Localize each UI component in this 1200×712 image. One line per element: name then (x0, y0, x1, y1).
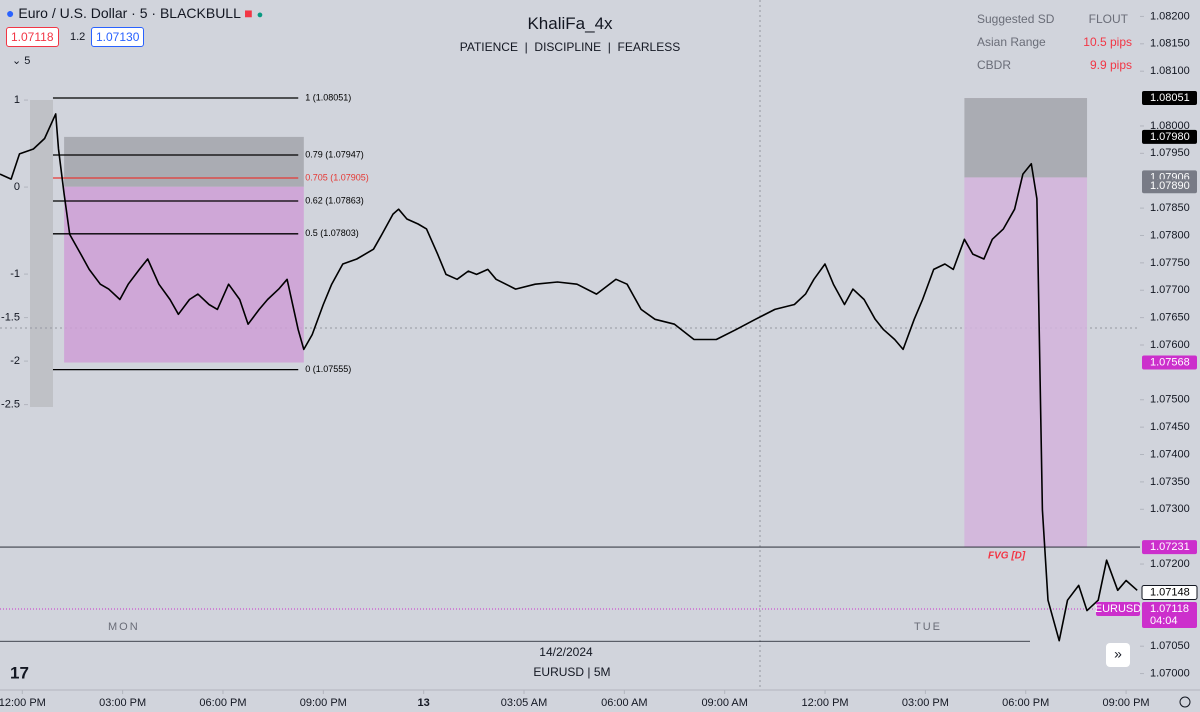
y-tick-label: 1.07500 (1150, 394, 1190, 406)
flag: ● (6, 5, 19, 21)
price-tag (1142, 355, 1197, 370)
fib-scale-bar (30, 100, 53, 407)
info-value: FLOUT (1088, 12, 1128, 26)
y-tick-label: 1.07950 (1150, 147, 1190, 159)
price-tag (1142, 179, 1197, 194)
price-tag-label: 1.07890 (1150, 180, 1190, 192)
price-tag-label: 1.07231 (1150, 541, 1190, 553)
price-tag (1142, 91, 1197, 106)
fib-label: 1 (1.08051) (305, 92, 351, 102)
y-tick-label: 1.07400 (1150, 448, 1190, 460)
price-tag (1141, 585, 1198, 601)
y2-tick-label: -1.5 (1, 311, 20, 323)
zone (64, 186, 304, 363)
y-tick-label: 1.07700 (1150, 284, 1190, 296)
session-label: TUE (914, 621, 942, 633)
y-tick-label: 1.07200 (1150, 558, 1190, 570)
y2-tick-label: 1 (14, 94, 20, 106)
x-tick-label: 12:00 PM (0, 697, 46, 709)
x-tick-label: 06:00 PM (199, 697, 246, 709)
y-tick-label: 1.07050 (1150, 640, 1190, 652)
interval-value: 5 (24, 55, 31, 67)
y-tick-label: 1.07850 (1150, 202, 1190, 214)
y-tick-label: 1.07600 (1150, 339, 1190, 351)
x-tick-label: 03:00 PM (99, 697, 146, 709)
scroll-icon[interactable]: » (1114, 646, 1122, 662)
y2-tick-label: -2 (10, 355, 20, 367)
y-tick-label: 1.07450 (1150, 421, 1190, 433)
info-value: 9.9 pips (1089, 58, 1132, 72)
info-value: 10.5 pips (1083, 35, 1132, 49)
price-tag-label: 1.08051 (1150, 92, 1190, 104)
x-tick-label: 06:00 AM (601, 697, 647, 709)
y2-tick-label: -1 (10, 268, 20, 280)
y-tick-label: 1.07800 (1150, 229, 1190, 241)
y-tick-label: 1.07300 (1150, 503, 1190, 515)
symbol: Euro / U.S. Dollar · 5 · BLACKBULL (18, 5, 241, 21)
x-tick-label: 09:00 PM (1103, 697, 1150, 709)
price-tag-label: 1.07148 (1150, 586, 1190, 598)
x-tick-label: 13 (418, 697, 430, 709)
fvg-label: FVG [D] (988, 551, 1026, 562)
y-tick-label: 1.08150 (1150, 38, 1190, 50)
price-line (0, 113, 1138, 642)
zone (964, 177, 1088, 548)
x-tick-label: 03:05 AM (501, 697, 547, 709)
x-tick-label: 12:00 PM (801, 697, 848, 709)
price-tag-label: 1.07118 (1150, 603, 1189, 615)
watermark-date: 14/2/2024 (539, 645, 593, 659)
info-label: Asian Range (977, 35, 1046, 49)
fib-label: 0 (1.07555) (305, 364, 351, 374)
fib-label: 0.62 (1.07863) (305, 195, 364, 205)
logo: 17 (10, 663, 29, 682)
y2-tick-label: 0 (14, 181, 20, 193)
price-tag-label: 1.07980 (1150, 131, 1190, 143)
x-tick-label: 03:00 PM (902, 697, 949, 709)
watermark-title: KhaliFa_4x (527, 14, 613, 33)
bid-box[interactable]: 1.07118 (6, 27, 59, 47)
y-tick-label: 1.08000 (1150, 120, 1190, 132)
price-tag (1142, 129, 1197, 144)
zone (964, 98, 1088, 178)
watermark-subtitle: PATIENCE | DISCIPLINE | FEARLESS (459, 40, 681, 54)
tv-logo: 17 (10, 663, 29, 682)
price-tag (1142, 601, 1197, 628)
status: ● (256, 9, 264, 21)
price-tag-label: 1.07568 (1150, 356, 1190, 368)
y-tick-label: 1.07000 (1150, 667, 1190, 679)
symbol-title: ● Euro / U.S. Dollar · 5 · BLACKBULL ■ ● (6, 5, 263, 21)
x-tick-label: 09:00 PM (300, 697, 347, 709)
price-tag (1142, 540, 1197, 555)
settings-icon[interactable] (1179, 696, 1191, 708)
info-label: Suggested SD (977, 12, 1055, 26)
scroll-button[interactable] (1106, 643, 1130, 667)
y-tick-label: 1.08200 (1150, 10, 1190, 22)
watermark-symbol: EURUSD | 5M (533, 665, 611, 679)
x-tick-label: 06:00 PM (1002, 697, 1049, 709)
session-label: MON (108, 621, 140, 633)
ask-box[interactable]: 1.07130 (91, 27, 145, 47)
fib-label: 0.705 (1.07905) (305, 172, 369, 182)
y2-tick-label: -2.5 (1, 399, 20, 411)
y-tick-label: 1.07750 (1150, 257, 1190, 269)
symbol-tag-label: EURUSD (1095, 603, 1142, 615)
symbol-tag (1096, 601, 1140, 616)
countdown: 04:04 (1150, 615, 1178, 627)
fib-label: 0.79 (1.07947) (305, 149, 364, 159)
interval[interactable]: ⌄ 5 (12, 55, 31, 67)
info-label: CBDR (977, 58, 1012, 72)
fib-label: 0.5 (1.07803) (305, 228, 359, 238)
y-tick-label: 1.07350 (1150, 476, 1190, 488)
zone (64, 136, 304, 187)
x-tick-label: 09:00 AM (701, 697, 747, 709)
y-tick-label: 1.08100 (1150, 65, 1190, 77)
flag-icon: ■ (244, 5, 253, 21)
y-tick-label: 1.07650 (1150, 312, 1190, 324)
spread: 1.2 (70, 31, 86, 43)
